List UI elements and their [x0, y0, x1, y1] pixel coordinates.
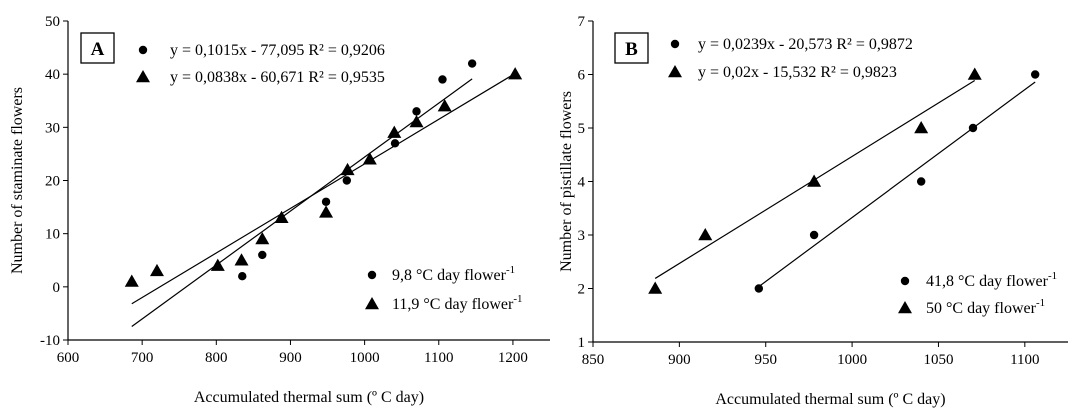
data-point-triangle	[234, 253, 249, 266]
trend-equation: y = 0,02x - 15,532 R² = 0,9823	[698, 64, 897, 81]
data-point-triangle	[508, 67, 523, 80]
data-point-circle	[390, 139, 400, 148]
panel-label-box	[80, 32, 115, 64]
trend-equation: y = 0,1015x - 77,095 R² = 0,9206	[170, 42, 385, 59]
series-1: y = 0,0239x - 20,573 R² = 0,9872 41,8 °C …	[670, 36, 1057, 293]
data-point-circle	[342, 176, 352, 185]
series-2: y = 0,0838x - 60,671 R² = 0,9535 11,9 °C …	[124, 67, 523, 313]
y-axis-title: Number of staminate flowers	[9, 87, 26, 274]
x-tick-label: 1050	[923, 352, 953, 368]
legend-label: 50 °C day flower-1	[926, 297, 1045, 317]
x-tick-label: 950	[754, 352, 777, 368]
legend-marker-circle	[900, 276, 910, 286]
data-point-circle	[258, 250, 267, 260]
data-point-circle	[968, 123, 978, 133]
y-tick-label: 6	[578, 68, 586, 84]
data-point-triangle	[149, 263, 164, 277]
data-point-triangle	[437, 99, 452, 112]
data-point-circle	[321, 197, 331, 206]
legend-label: 41,8 °C day flower-1	[926, 270, 1057, 290]
legend-marker-triangle	[365, 297, 379, 310]
x-axis-title: Accumulated thermal sum (º C day)	[194, 389, 424, 406]
x-axis-title: Accumulated thermal sum (º C day)	[715, 391, 945, 408]
data-point-circle	[754, 284, 764, 293]
x-tick-label: 1000	[837, 352, 867, 368]
data-point-triangle	[274, 210, 289, 223]
equation-marker-circle	[670, 39, 680, 49]
x-tick-label: 700	[131, 350, 154, 366]
data-point-circle	[412, 107, 421, 116]
y-tick-label: 50	[45, 14, 60, 30]
data-point-circle	[467, 59, 477, 68]
data-point-triangle	[648, 281, 663, 294]
data-point-circle	[809, 230, 819, 240]
trend-line	[131, 78, 473, 328]
y-tick-label: 1	[578, 335, 586, 351]
x-tick-label: 600	[57, 350, 80, 366]
y-tick-label: 10	[45, 227, 60, 243]
y-axis-title: Number of pistillate flowers	[558, 91, 575, 272]
y-tick-label: 40	[45, 67, 60, 83]
y-tick-label: 7	[578, 14, 586, 30]
y-tick-label: 20	[45, 174, 60, 190]
x-tick-label: 900	[279, 350, 302, 366]
trend-line	[758, 81, 1036, 288]
y-tick-label: 0	[53, 280, 61, 296]
x-tick-label: 900	[668, 352, 691, 368]
data-point-triangle	[362, 152, 377, 165]
x-tick-label: 800	[205, 350, 228, 366]
panel-label: B	[625, 39, 638, 60]
data-point-triangle	[914, 121, 929, 134]
data-point-triangle	[255, 231, 270, 245]
y-tick-label: 5	[578, 121, 586, 137]
data-point-triangle	[409, 115, 424, 128]
y-tick-label: 4	[578, 175, 586, 191]
legend-unit-superscript: -1	[1036, 297, 1045, 309]
data-point-triangle	[340, 162, 355, 176]
equation-marker-triangle	[136, 70, 150, 83]
legend-unit-superscript: -1	[506, 264, 515, 276]
panel-label: A	[91, 39, 105, 60]
y-tick-label: 2	[578, 282, 586, 298]
legend-unit-superscript: -1	[1048, 270, 1057, 282]
x-tick-label: 1100	[424, 350, 453, 366]
x-tick-label: 1100	[1010, 352, 1039, 368]
legend-label: 9,8 °C day flower-1	[392, 264, 515, 284]
trend-line	[131, 72, 516, 305]
x-tick-label: 850	[582, 352, 605, 368]
chart-panel-b: 1 2 3 4 5 6 7 850 900 950 1000 1050 1100 Accumulated …	[558, 14, 1068, 408]
data-point-triangle	[807, 174, 822, 187]
data-point-triangle	[319, 205, 334, 218]
series-1: y = 0,1015x - 77,095 R² = 0,9206 9,8 °C d…	[131, 42, 515, 328]
panel-label-box	[614, 32, 649, 64]
data-point-circle	[238, 272, 247, 281]
data-point-circle	[916, 177, 926, 186]
equation-marker-triangle	[668, 65, 682, 78]
y-tick-label: 30	[45, 120, 60, 136]
data-point-circle	[1030, 70, 1040, 79]
legend-label: 11,9 °C day flower-1	[392, 293, 523, 313]
data-point-triangle	[387, 125, 402, 138]
data-point-triangle	[967, 67, 982, 80]
trend-equation: y = 0,0838x - 60,671 R² = 0,9535	[170, 69, 385, 86]
data-point-triangle	[210, 258, 225, 271]
x-tick-label: 1000	[350, 350, 380, 366]
legend-marker-circle	[367, 270, 377, 280]
equation-marker-circle	[138, 45, 148, 55]
trend-equation: y = 0,0239x - 20,573 R² = 0,9872	[698, 36, 913, 53]
y-tick-label: -10	[40, 333, 60, 349]
x-tick-label: 1200	[498, 350, 528, 366]
data-point-triangle	[698, 228, 713, 241]
data-point-triangle	[124, 274, 139, 287]
series-2: y = 0,02x - 15,532 R² = 0,9823 50 °C day …	[648, 64, 1045, 317]
chart-panel-a: -10 0 10 20 30 40 50 600 700 800 900 1000 1100 1200 Ac…	[9, 14, 550, 406]
legend-marker-triangle	[898, 301, 912, 314]
y-tick-label: 3	[578, 228, 586, 244]
data-point-circle	[438, 75, 447, 84]
legend-unit-superscript: -1	[513, 293, 522, 305]
